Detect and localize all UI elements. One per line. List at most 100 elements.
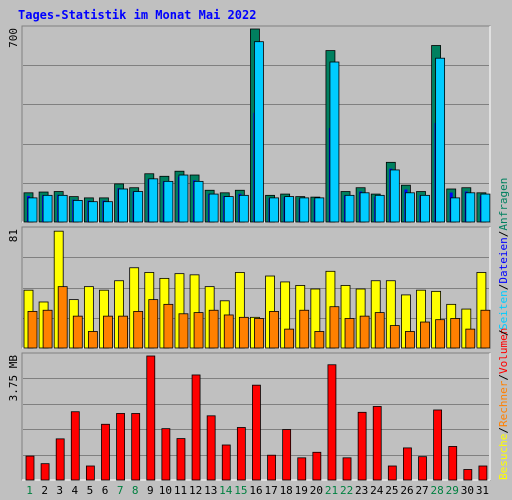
volumen-bar-day-7 <box>116 413 125 481</box>
rechner-bar-day-17 <box>269 311 279 349</box>
rechner-bar-day-20 <box>314 331 325 349</box>
rechner-bar-day-15 <box>238 316 249 349</box>
x-tick-label-day-26: 26 <box>400 484 413 497</box>
panel-bottom-max-label: 3.75 MB <box>7 355 20 402</box>
volumen-bar-day-10 <box>161 428 171 481</box>
rechner-bar-day-31 <box>480 309 491 349</box>
legend-entry-besuche: Besuche <box>497 434 510 480</box>
x-tick-label-day-7: 7 <box>117 484 124 497</box>
rechner-bar-day-5 <box>87 331 98 349</box>
panel-bottom: 3.75 MB <box>7 352 491 481</box>
volumen-bar-day-4 <box>70 411 80 481</box>
rechner-bar-day-4 <box>72 315 83 349</box>
seiten-bar-day-24 <box>374 194 385 223</box>
x-tick-label-day-2: 2 <box>41 484 48 497</box>
seiten-bar-day-11 <box>178 174 189 223</box>
volumen-bar-day-13 <box>206 415 216 481</box>
x-tick-label-day-21: 21 <box>325 484 338 497</box>
volumen-bar-day-3 <box>55 438 65 481</box>
seiten-bar-day-26 <box>405 192 415 223</box>
x-tick-label-day-24: 24 <box>370 484 384 497</box>
volumen-bar-day-14 <box>221 444 231 481</box>
volumen-bar-day-15 <box>236 427 246 481</box>
seiten-bar-day-30 <box>465 192 476 223</box>
rechner-bar-day-19 <box>299 309 310 349</box>
rechner-bar-day-1 <box>27 311 38 349</box>
x-tick-label-day-22: 22 <box>340 484 353 497</box>
seiten-bar-day-2 <box>42 194 53 223</box>
x-tick-label-day-5: 5 <box>87 484 94 497</box>
seiten-bar-day-13 <box>208 193 219 223</box>
seiten-bar-day-29 <box>450 197 461 223</box>
x-tick-label-day-11: 11 <box>174 484 187 497</box>
x-tick-label-day-31: 31 <box>476 484 489 497</box>
seiten-bar-day-1 <box>27 197 38 223</box>
volumen-bar-day-19 <box>297 457 307 481</box>
volumen-bar-day-25 <box>387 465 397 481</box>
seiten-bar-day-31 <box>480 193 491 223</box>
rechner-bar-day-8 <box>133 311 144 349</box>
volumen-bar-day-17 <box>267 454 276 481</box>
x-axis-tick-labels: 1 2 3 4 5 6 7 8 9 10 11 12 13 14 15 16 17 18 19 20 21 22 23 24 2… <box>26 484 489 497</box>
volumen-bar-day-6 <box>101 423 110 481</box>
seiten-bar-day-16 <box>254 41 264 223</box>
rechner-bar-day-21 <box>329 306 340 349</box>
volumen-bar-day-29 <box>448 446 458 481</box>
rechner-bar-day-12 <box>193 312 204 349</box>
volumen-bar-day-1 <box>25 455 35 481</box>
volumen-bar-day-9 <box>146 355 156 481</box>
seiten-bar-day-21 <box>329 61 340 223</box>
legend-entry-rechner: Rechner <box>497 380 510 427</box>
seiten-bar-day-5 <box>87 201 98 223</box>
legend-entry-volumen: Volumen <box>497 328 510 374</box>
rechner-bar-day-6 <box>103 315 113 349</box>
x-tick-label-day-9: 9 <box>147 484 154 497</box>
legend-separator: / <box>497 329 510 336</box>
legend-separator: / <box>497 284 510 291</box>
panel-top-max-label: 700 <box>7 28 20 48</box>
chart-title: Tages-Statistik im Monat Mai 2022 <box>18 8 256 22</box>
seiten-bar-day-22 <box>344 194 355 223</box>
legend-separator: / <box>497 231 510 238</box>
rechner-bar-day-28 <box>435 319 446 349</box>
x-tick-label-day-3: 3 <box>56 484 63 497</box>
volumen-bar-day-27 <box>418 456 427 481</box>
seiten-bar-day-23 <box>359 192 370 223</box>
x-tick-label-day-20: 20 <box>310 484 323 497</box>
seiten-bar-day-3 <box>57 194 68 223</box>
rechner-bar-day-14 <box>223 314 234 349</box>
volumen-bar-day-22 <box>342 457 352 481</box>
x-tick-label-day-19: 19 <box>295 484 308 497</box>
rechner-bar-day-11 <box>178 313 189 349</box>
seiten-bar-day-28 <box>435 57 446 223</box>
x-tick-label-day-30: 30 <box>461 484 474 497</box>
volumen-bar-day-20 <box>312 451 322 481</box>
x-tick-label-day-25: 25 <box>385 484 398 497</box>
rechner-bar-day-18 <box>284 328 295 349</box>
x-tick-label-day-28: 28 <box>431 484 444 497</box>
seiten-bar-day-15 <box>238 194 249 223</box>
right-legend: Besuche/Rechner/VolumenSeiten/Dateien/An… <box>497 178 510 480</box>
rechner-bar-day-22 <box>344 318 355 349</box>
seiten-bar-day-9 <box>148 178 159 223</box>
volumen-bar-day-11 <box>176 438 186 481</box>
x-tick-label-day-8: 8 <box>132 484 139 497</box>
seiten-bar-day-6 <box>103 201 113 223</box>
x-tick-label-day-15: 15 <box>234 484 247 497</box>
seiten-bar-day-4 <box>72 200 83 223</box>
volumen-bar-day-16 <box>252 384 261 481</box>
seiten-bar-day-12 <box>193 180 204 223</box>
right-legend-lower: Besuche/Rechner/Volumen <box>497 328 510 480</box>
seiten-bar-day-17 <box>269 197 279 223</box>
chart-panels: 700 81 3.75 MB <box>7 25 491 481</box>
rechner-bar-day-7 <box>118 315 128 349</box>
x-tick-label-day-14: 14 <box>219 484 233 497</box>
volumen-bar-day-5 <box>85 465 95 481</box>
x-tick-label-day-6: 6 <box>102 484 109 497</box>
x-tick-label-day-27: 27 <box>415 484 428 497</box>
seiten-bar-day-27 <box>420 194 430 223</box>
rechner-bar-day-10 <box>163 303 174 349</box>
legend-entry-seiten: Seiten <box>497 290 510 330</box>
x-tick-label-day-17: 17 <box>264 484 277 497</box>
